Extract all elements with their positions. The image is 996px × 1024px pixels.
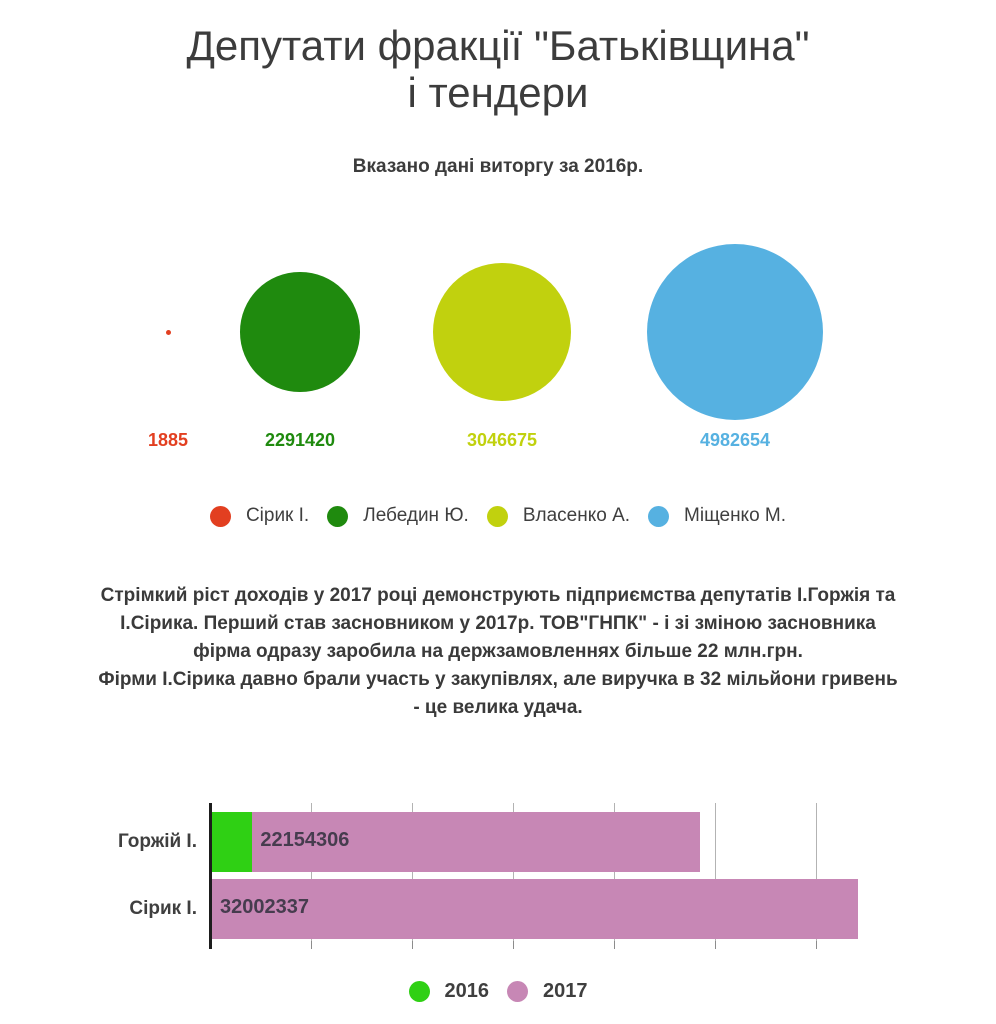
- legend-dot-icon: [648, 505, 670, 527]
- x-gridline: [412, 803, 413, 941]
- legend-item-label: Лебедин Ю.: [363, 505, 469, 526]
- bubble-3: [433, 263, 571, 401]
- legend-dot-icon: [408, 981, 430, 1002]
- narrative-paragraph-1: Стрімкий ріст доходів у 2017 році демонс…: [100, 585, 896, 662]
- x-gridline: [614, 803, 615, 941]
- page-title-line1: Депутати фракції "Батьківщина": [186, 22, 810, 69]
- bubble-value-label: 2291420: [264, 430, 336, 450]
- legend-item-label: Міщенко М.: [684, 505, 787, 526]
- x-axis-tick: [816, 941, 817, 949]
- bubble-value-label: 3046675: [466, 430, 538, 450]
- x-gridline: [311, 803, 312, 941]
- legend-item[interactable]: Лебедин Ю.: [327, 505, 469, 527]
- bar-segment-2017: [252, 812, 700, 872]
- bubble-1: [165, 329, 171, 335]
- bar-chart-legend: 2016 2017: [0, 980, 996, 1003]
- bar-value-label: 32002337: [220, 896, 310, 918]
- bubble-2: [240, 272, 360, 392]
- page-title: Депутати фракції "Батьківщина" і тендери: [0, 22, 996, 116]
- bubble-4: [646, 243, 823, 420]
- bar-value-label: 22154306: [260, 829, 350, 851]
- narrative-paragraph-2: Фірми І.Сірика давно брали участь у заку…: [98, 669, 898, 718]
- bar-segment-2016: [212, 812, 253, 872]
- x-axis-tick: [311, 941, 312, 949]
- legend-dot-icon: [486, 505, 508, 527]
- x-gridline: [816, 803, 817, 941]
- legend-item[interactable]: 2016: [408, 980, 490, 1003]
- legend-item-label: Сірик І.: [245, 505, 310, 526]
- x-gridline: [715, 803, 716, 941]
- bar-segment-2017: [212, 879, 859, 939]
- y-axis-line: [209, 803, 212, 949]
- bar-category-label: Сірик І.: [129, 898, 197, 919]
- page-title-line2: і тендери: [407, 69, 589, 116]
- x-axis-tick: [412, 941, 413, 949]
- legend-item[interactable]: Міщенко М.: [648, 505, 786, 527]
- x-axis-tick: [614, 941, 615, 949]
- legend-item[interactable]: 2017: [507, 980, 588, 1003]
- legend-dot-icon: [507, 981, 528, 1002]
- bar-category-label: Горжій І.: [117, 831, 197, 852]
- legend-dot-icon: [209, 505, 231, 527]
- bar-chart: Горжій І. 22154306 Сірик І. 32002337: [0, 803, 996, 953]
- legend-item[interactable]: Сірик І.: [209, 505, 310, 527]
- x-axis-tick: [513, 941, 514, 949]
- narrative-text: Стрімкий ріст доходів у 2017 році демонс…: [93, 582, 903, 722]
- legend-item-label: 2017: [543, 980, 588, 1002]
- legend-item-label: Власенко А.: [522, 505, 631, 526]
- x-gridline: [513, 803, 514, 941]
- legend-item[interactable]: Власенко А.: [486, 505, 631, 527]
- bubble-value-label: 1885: [147, 430, 189, 450]
- bubble-chart-legend: Сірик І. Лебедин Ю. Власенко А. Міщенко М.: [0, 505, 996, 527]
- bubble-chart: 1885 2291420 3046675 4982654: [0, 230, 996, 470]
- legend-dot-icon: [327, 505, 349, 527]
- legend-item-label: 2016: [444, 980, 490, 1002]
- x-axis-tick: [715, 941, 716, 949]
- bubble-value-label: 4982654: [699, 430, 771, 450]
- chart-subtitle: Вказано дані виторгу за 2016р.: [352, 156, 644, 177]
